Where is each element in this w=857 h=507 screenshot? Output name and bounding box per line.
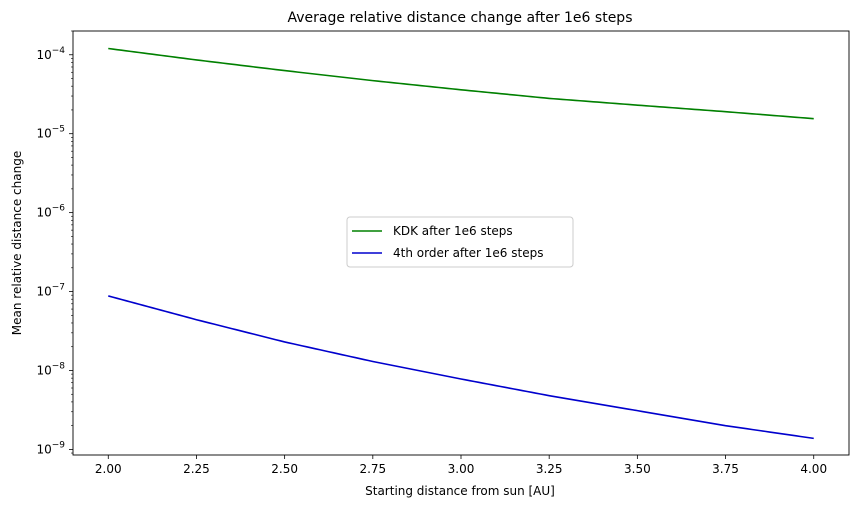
x-tick-label: 2.75 — [359, 462, 386, 476]
x-tick-label: 3.00 — [448, 462, 475, 476]
y-tick-label: 10−8 — [36, 361, 65, 377]
x-tick-label: 2.50 — [271, 462, 298, 476]
x-tick-label: 4.00 — [800, 462, 827, 476]
y-tick-label: 10−6 — [36, 204, 65, 220]
legend-label-kdk: KDK after 1e6 steps — [393, 224, 513, 238]
x-axis-label: Starting distance from sun [AU] — [365, 484, 555, 498]
y-tick-label: 10−9 — [36, 440, 65, 456]
x-tick-label: 3.75 — [712, 462, 739, 476]
x-axis: 2.00 2.25 2.50 2.75 3.00 3.25 3.50 3.75 4.00 — [95, 455, 827, 476]
x-tick-label: 2.25 — [183, 462, 210, 476]
x-tick-label: 3.50 — [624, 462, 651, 476]
series-line-4th-order — [108, 295, 814, 440]
legend-label-4th-order: 4th order after 1e6 steps — [393, 246, 543, 260]
series-line-kdk — [108, 47, 814, 120]
y-tick-label: 10−7 — [36, 283, 65, 299]
x-tick-label: 2.00 — [95, 462, 122, 476]
series-layer — [108, 47, 814, 440]
x-tick-label: 3.25 — [536, 462, 563, 476]
legend: KDK after 1e6 steps 4th order after 1e6 … — [346, 216, 574, 268]
chart-title: Average relative distance change after 1… — [288, 10, 633, 26]
y-axis-label: Mean relative distance change — [10, 151, 24, 335]
legend-frame — [346, 216, 574, 268]
y-tick-label: 10−4 — [36, 46, 65, 62]
y-axis: 10−9 10−8 10−7 10−6 10−5 10−4 — [36, 30, 73, 456]
y-tick-label: 10−5 — [36, 125, 65, 141]
